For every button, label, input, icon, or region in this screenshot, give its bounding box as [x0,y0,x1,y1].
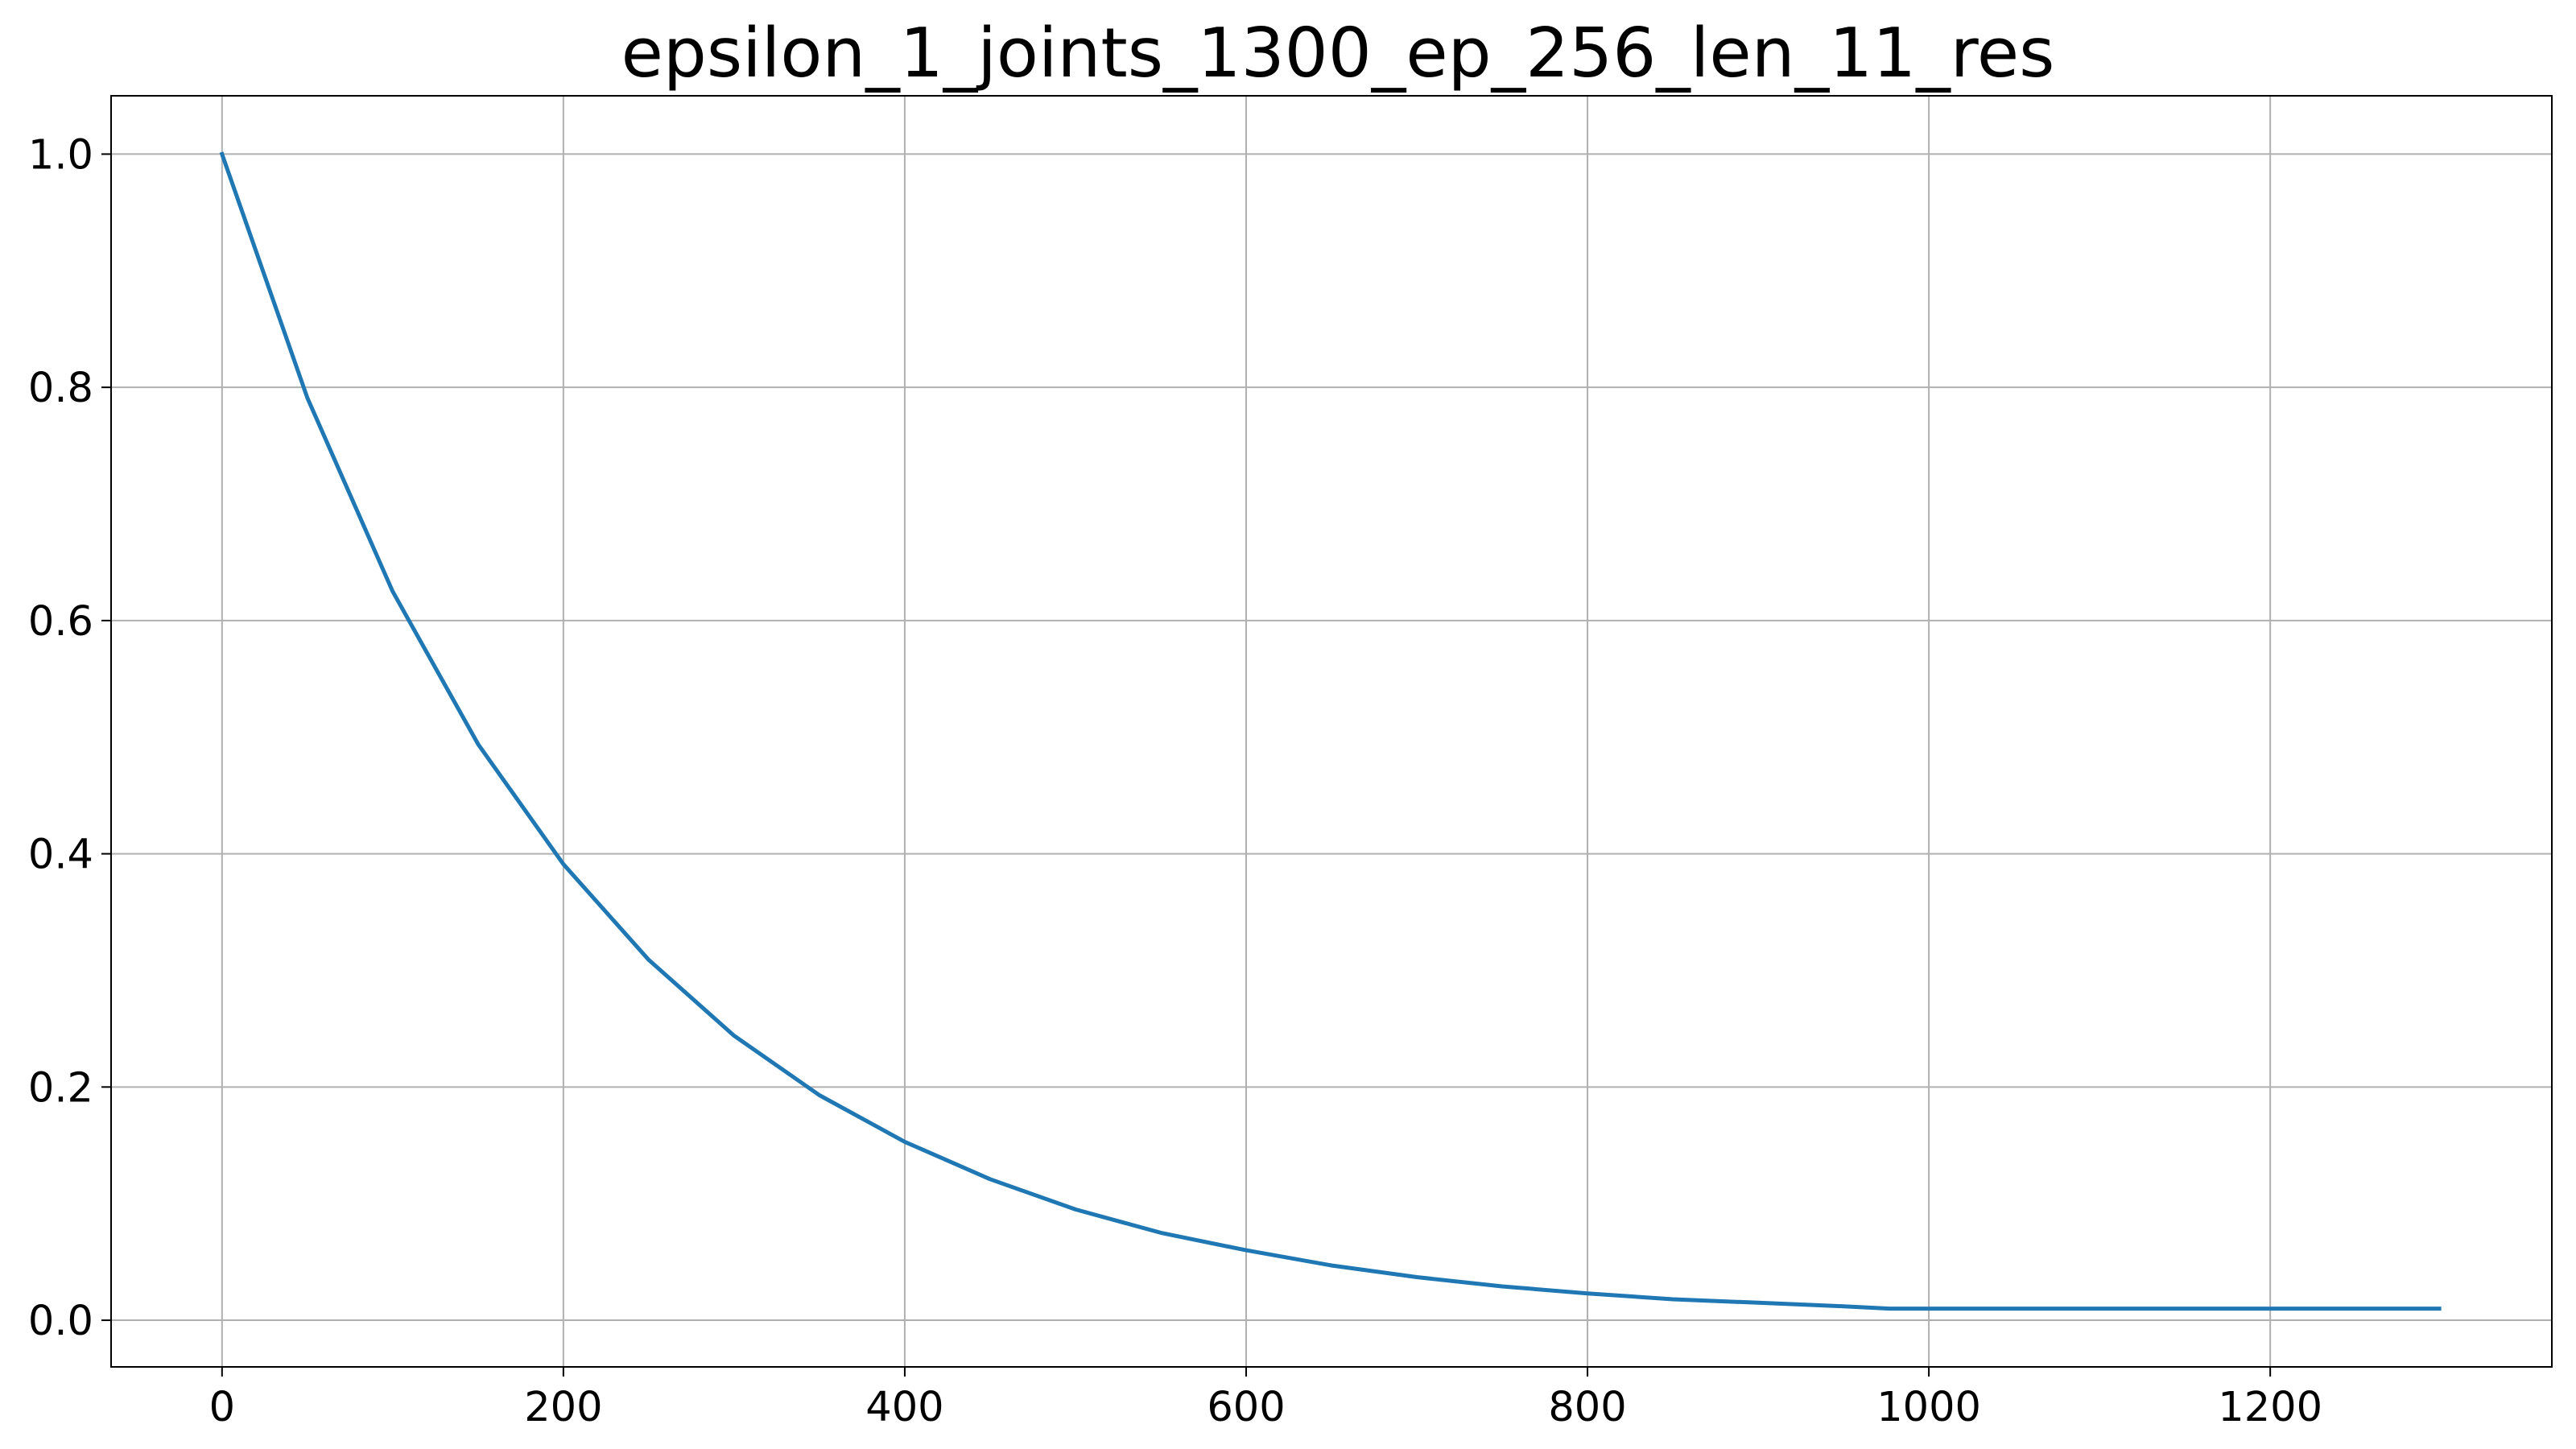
y-tick-label: 0.2 [28,1064,93,1112]
x-tick-label: 600 [1207,1384,1285,1431]
y-tick-label: 0.4 [28,832,93,879]
y-axis: 0.0 0.2 0.4 0.6 0.8 1.0 [28,131,111,1345]
y-tick-label: 0.6 [28,598,93,646]
x-axis: 0 200 400 600 800 1000 1200 [209,1367,2322,1431]
x-tick-label: 800 [1548,1384,1626,1431]
plot-frame [110,95,2553,1368]
series-layer [219,151,2442,1311]
x-tick-label: 1000 [1876,1384,1981,1431]
y-tick-label: 1.0 [28,131,93,179]
x-tick-label: 200 [524,1384,602,1431]
grid [111,96,2552,1367]
x-tick-label: 1200 [2218,1384,2322,1431]
x-tick-label: 0 [209,1384,235,1431]
x-tick-label: 400 [865,1384,943,1431]
series-line [219,151,2442,1311]
chart-title: epsilon_1_joints_1300_ep_256_len_11_res [621,14,2055,93]
y-tick-label: 0.0 [28,1298,93,1345]
y-tick-label: 0.8 [28,365,93,412]
